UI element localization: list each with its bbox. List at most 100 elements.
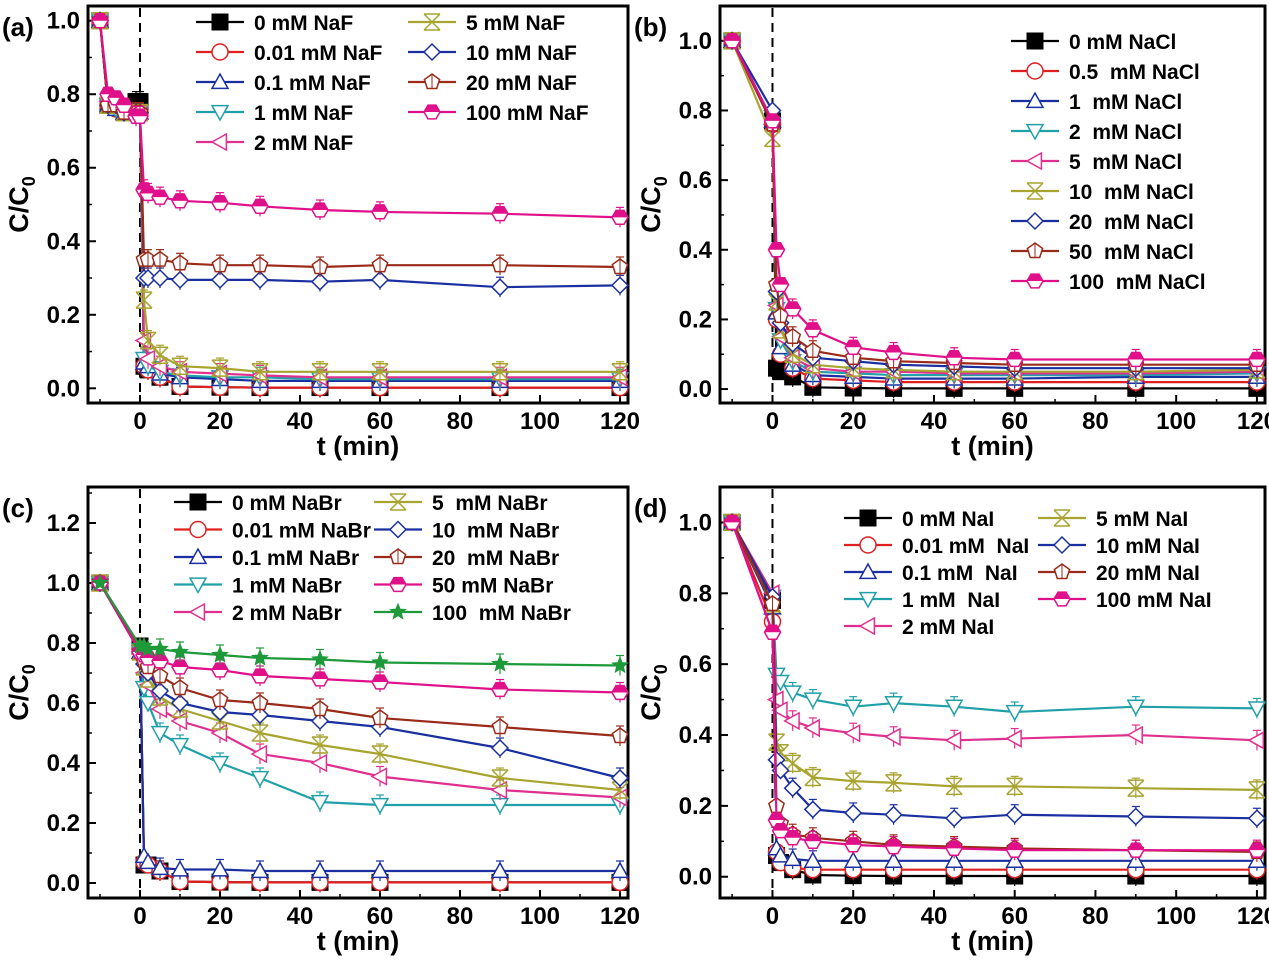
legend-entry: 5 mM NaI <box>1038 508 1188 531</box>
legend-label: 1 mM NaI <box>902 589 1000 612</box>
plot-frame <box>718 4 1267 405</box>
data-point-fill <box>845 340 862 348</box>
legend-marker <box>188 602 206 622</box>
data-point <box>803 800 822 819</box>
data-point <box>210 859 230 877</box>
data-point <box>1247 809 1266 828</box>
data-point <box>211 359 229 377</box>
y-axis-label-group: C/C0 <box>636 664 671 721</box>
data-point <box>611 781 629 799</box>
data-point-fill <box>768 242 785 250</box>
data-point <box>250 744 268 764</box>
data-point-fill <box>845 837 862 845</box>
data-point <box>945 809 964 828</box>
data-point <box>138 349 156 369</box>
legend-marker <box>388 520 408 539</box>
legend-marker <box>188 547 208 565</box>
data-point-fill <box>1127 843 1144 851</box>
data-point <box>138 852 158 870</box>
legend-label: 10 mM NaI <box>1096 535 1200 558</box>
y-axis-label: C/C0 <box>636 664 671 721</box>
series-line <box>731 522 1257 852</box>
legend-marker <box>1053 509 1071 527</box>
data-point-fill <box>152 190 168 198</box>
legend-marker <box>210 132 228 152</box>
y-tick-label: 0.2 <box>47 810 80 837</box>
data-point-fill <box>764 625 781 633</box>
legend-label: 20 mM NaI <box>1096 562 1200 585</box>
data-point <box>783 849 802 867</box>
legend-entry: 5 mM NaF <box>408 12 565 35</box>
series-line <box>731 40 1257 370</box>
y-tick-label: 0.2 <box>679 306 712 333</box>
data-point-fill <box>212 663 228 670</box>
data-point <box>1006 777 1024 796</box>
data-point <box>1248 781 1266 799</box>
plot-frame <box>86 4 630 405</box>
series-4 <box>722 513 1265 751</box>
x-tick-label: 0 <box>766 903 779 930</box>
series-9 <box>91 573 629 676</box>
y-tick-label: 0.8 <box>679 580 712 607</box>
legend-entry: 0.01 mM NaI <box>844 535 1029 558</box>
data-point-fill <box>946 841 963 849</box>
legend-entry: 10 mM NaI <box>1038 535 1200 558</box>
legend-entry: 100 mM NaI <box>1038 589 1212 612</box>
data-point <box>371 745 389 763</box>
legend-marker <box>189 493 207 511</box>
data-point-fill <box>212 195 228 203</box>
data-point <box>138 268 158 288</box>
legend-label: 20 mM NaF <box>466 72 577 95</box>
legend: 0 mM NaF 0.01 mM NaF 0.1 mM NaF 1 mM NaF 2 m… <box>196 12 589 155</box>
data-point <box>611 656 629 674</box>
data-point <box>784 754 802 773</box>
data-point <box>771 700 788 720</box>
data-point <box>843 723 861 743</box>
data-point <box>885 774 903 792</box>
x-tick-label: 60 <box>367 408 394 435</box>
x-tick-label: 120 <box>1237 408 1269 435</box>
data-point <box>171 357 189 375</box>
data-point <box>311 363 329 381</box>
data-point <box>311 736 329 754</box>
legend-label: 1 mM NaCl <box>1069 91 1182 114</box>
legend-label: 0.01 mM NaF <box>254 42 383 65</box>
x-axis-label: t (min) <box>951 431 1033 461</box>
x-tick-label: 20 <box>207 408 234 435</box>
data-point <box>151 639 169 657</box>
data-point-fill <box>116 98 132 106</box>
data-point-fill <box>885 345 902 353</box>
data-point <box>490 738 510 758</box>
data-point <box>139 331 157 350</box>
series-line <box>99 582 620 873</box>
x-tick-label: 60 <box>1001 903 1028 930</box>
legend: 0 mM NaI 0.01 mM NaI 0.1 mM NaI 1 mM NaI 2 m… <box>844 508 1212 639</box>
data-point <box>170 270 190 289</box>
data-point <box>784 345 802 363</box>
data-point <box>210 755 230 773</box>
data-point-fill <box>140 186 156 194</box>
legend-marker <box>1026 32 1044 50</box>
legend-marker-fill <box>1027 274 1043 281</box>
data-point-fill <box>612 685 628 693</box>
y-tick-label: 1.0 <box>47 570 80 597</box>
series-5 <box>91 11 629 382</box>
data-point <box>91 573 109 591</box>
x-tick-label: 0 <box>766 408 779 435</box>
legend-marker <box>210 72 230 90</box>
data-point <box>944 731 962 750</box>
legend-entry: 0 mM NaCl <box>1011 31 1176 54</box>
data-point <box>211 645 229 663</box>
data-point <box>610 768 630 788</box>
data-point <box>370 797 390 815</box>
legend-label: 2 mM NaCl <box>1069 121 1182 144</box>
data-point <box>783 685 802 703</box>
x-tick-label: 120 <box>600 408 640 435</box>
data-point <box>783 711 800 731</box>
y-tick-label: 0.8 <box>679 97 712 124</box>
data-point-fill <box>1006 352 1023 360</box>
data-point <box>610 276 630 295</box>
y-axis-label: C/C0 <box>636 176 671 233</box>
series-line <box>731 40 1257 366</box>
data-point <box>150 356 168 376</box>
